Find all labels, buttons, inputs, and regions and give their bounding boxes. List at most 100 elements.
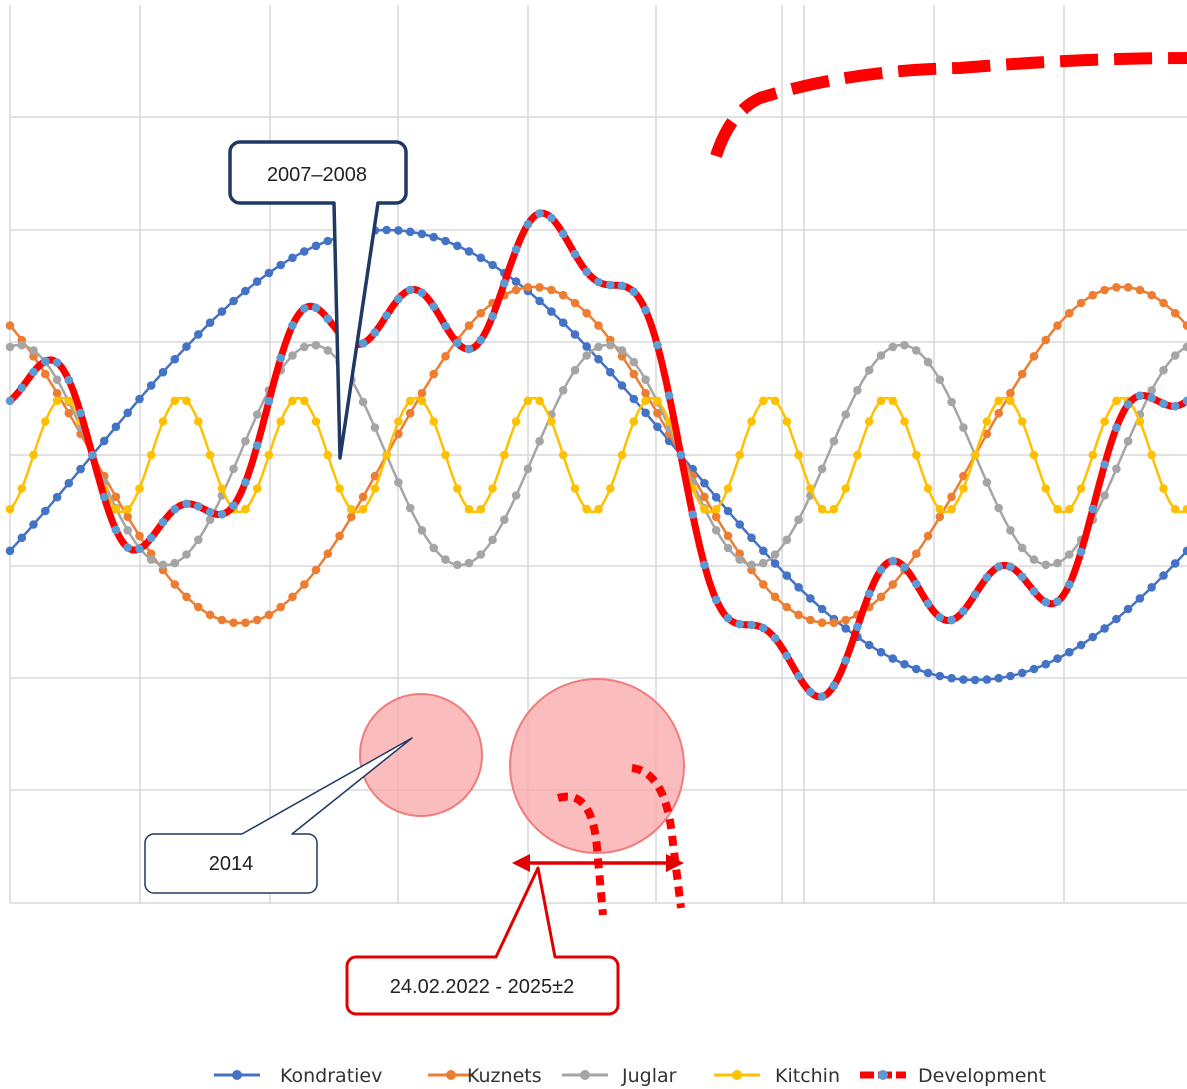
juglar-point [1017,543,1027,553]
development-point [829,681,839,690]
kitchin-point [1053,504,1062,514]
juglar-point [900,340,909,350]
juglar-point [17,340,27,350]
development-point [300,304,309,313]
juglar-point [1159,365,1168,375]
development-point [511,245,521,254]
kondratiev-point [1029,664,1039,674]
development-point [52,358,62,367]
kitchin-point [335,484,344,493]
juglar-point [876,351,886,360]
kitchin-point [864,417,874,426]
kitchin-point [1029,450,1039,460]
kondratiev-point [276,260,286,270]
kitchin-point [382,450,391,460]
development-point [405,285,415,295]
series-juglar [5,340,1187,570]
legend-swatch-marker [732,1070,742,1080]
kitchin-point [900,417,909,426]
juglar-point [1147,386,1156,395]
kuznets-point [1029,352,1039,361]
kuznets-point [711,512,721,522]
kuznets-point [841,615,850,625]
kondratiev-point [476,253,486,263]
kitchin-point [1088,450,1098,460]
juglar-point [146,555,156,564]
juglar-point [1065,550,1074,559]
juglar-point [994,503,1003,513]
development-point [476,335,486,345]
development-point [841,656,850,665]
kuznets-point [288,592,297,602]
kondratiev-point [876,647,886,657]
legend-label-development: Development [918,1065,1046,1087]
kuznets-point [1100,285,1109,295]
juglar-point [711,526,721,535]
kuznets-point [723,531,733,541]
juglar-point [323,346,333,355]
juglar-point [759,558,768,568]
kitchin-point [464,504,474,514]
kuznets-point [959,471,968,481]
kitchin-point [311,417,321,426]
kitchin-point [123,504,132,514]
juglar-point [476,550,486,559]
kitchin-point [759,396,768,406]
callout-2007-2008-label: 2007–2008 [267,164,367,186]
kondratiev-point [794,583,803,592]
development-point [276,353,286,363]
kondratiev-point [264,268,274,278]
kondratiev-point [464,247,474,256]
development-point [888,556,898,566]
kuznets-point [558,290,568,300]
kitchin-point [1017,417,1027,426]
development-point [311,303,321,313]
kuznets-point [1065,308,1074,318]
juglar-point [429,543,439,553]
kitchin-point [417,396,427,406]
development-point [547,213,556,223]
kondratiev-point [1053,654,1062,663]
kondratiev-point [982,675,992,684]
kondratiev-point [288,253,297,263]
juglar-point [1100,491,1109,500]
kondratiev-point [1159,571,1168,580]
development-point [535,209,544,218]
kuznets-point [629,369,639,379]
juglar-point [606,340,615,350]
kitchin-point [252,484,262,493]
kitchin-point [264,450,274,460]
development-point [641,305,650,315]
development-point [817,692,827,701]
kitchin-point [429,417,439,426]
development-point [1135,391,1145,401]
kitchin-point [146,450,156,460]
kuznets-point [923,531,933,541]
development-point [970,590,980,599]
kondratiev-point [570,330,580,339]
kitchin-point [617,450,627,460]
development-point [653,340,662,350]
juglar-point [629,357,639,367]
juglar-point [194,535,203,545]
kitchin-point [594,504,603,514]
kitchin-point [1065,504,1074,514]
kondratiev-point [488,260,497,270]
kitchin-point [1041,484,1051,493]
development-point [853,622,862,632]
kondratiev-point [747,533,756,543]
juglar-point [229,464,238,474]
kitchin-point [547,417,556,426]
kuznets-point [1041,335,1051,345]
kuznets-point [817,618,827,627]
development-point [1123,400,1133,409]
kuznets-point [511,285,521,295]
juglar-point [453,560,462,570]
kondratiev-point [806,594,815,603]
development-point [947,615,956,625]
development-point [264,396,274,406]
kondratiev-point [1041,659,1051,669]
juglar-point [794,515,803,524]
development-point [453,338,462,348]
kuznets-point [146,549,156,558]
